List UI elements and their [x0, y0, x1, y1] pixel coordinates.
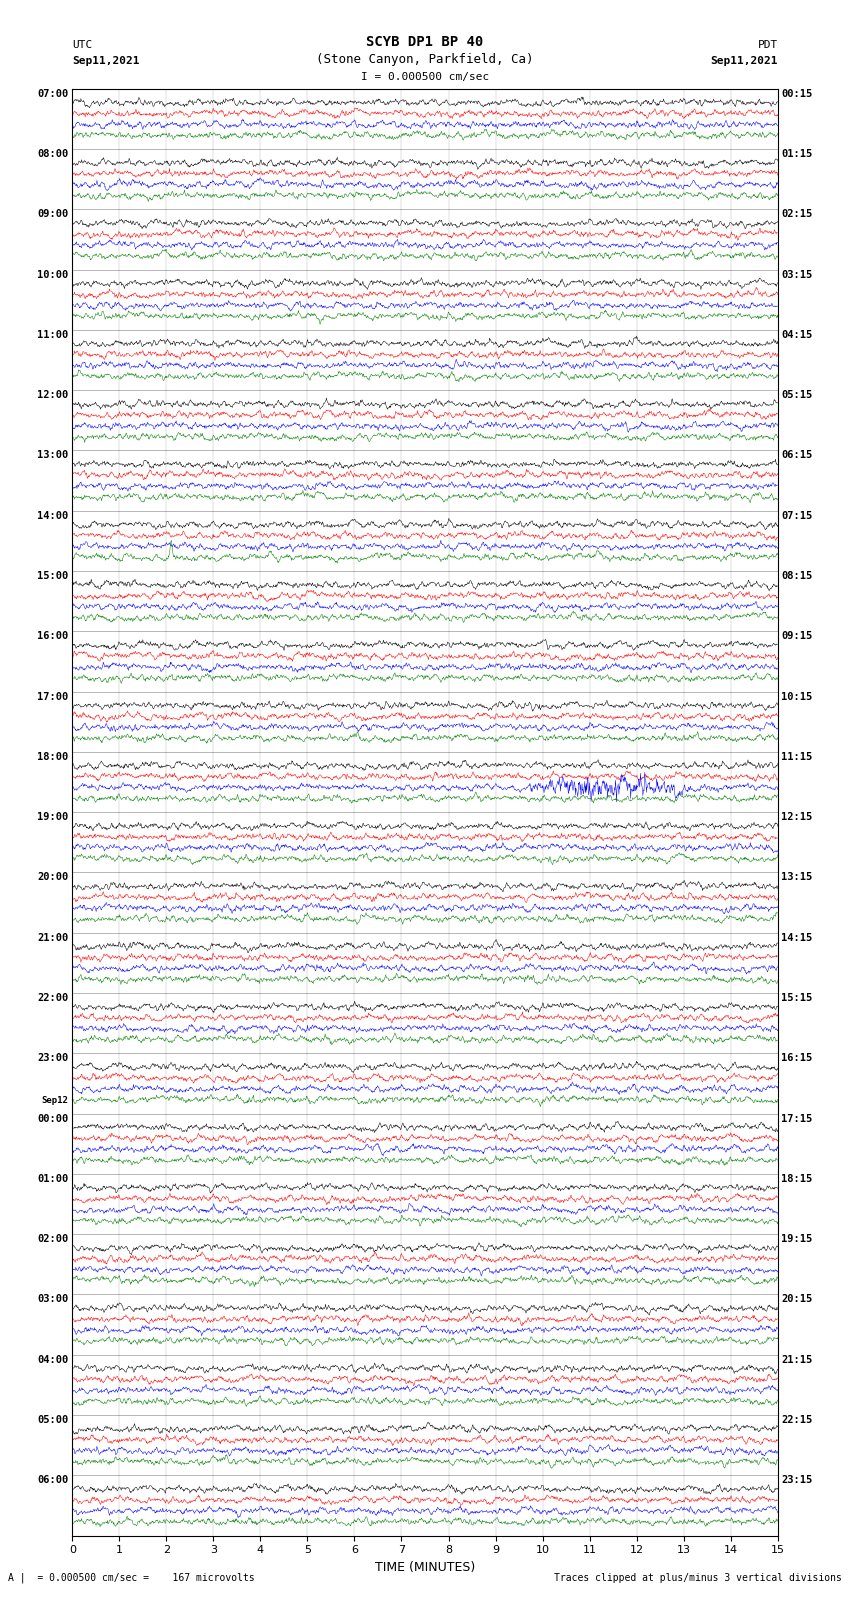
Text: 19:15: 19:15: [781, 1234, 813, 1244]
Text: I = 0.000500 cm/sec: I = 0.000500 cm/sec: [361, 73, 489, 82]
Text: 03:00: 03:00: [37, 1294, 69, 1305]
Text: 16:00: 16:00: [37, 631, 69, 642]
Text: 00:00: 00:00: [37, 1113, 69, 1124]
Text: 19:00: 19:00: [37, 813, 69, 823]
Text: 03:15: 03:15: [781, 269, 813, 279]
Text: 01:00: 01:00: [37, 1174, 69, 1184]
X-axis label: TIME (MINUTES): TIME (MINUTES): [375, 1561, 475, 1574]
Text: 06:00: 06:00: [37, 1476, 69, 1486]
Text: 14:15: 14:15: [781, 932, 813, 942]
Text: 09:15: 09:15: [781, 631, 813, 642]
Text: 02:00: 02:00: [37, 1234, 69, 1244]
Text: 22:00: 22:00: [37, 994, 69, 1003]
Text: 13:00: 13:00: [37, 450, 69, 460]
Text: 05:15: 05:15: [781, 390, 813, 400]
Text: 17:15: 17:15: [781, 1113, 813, 1124]
Text: 07:15: 07:15: [781, 511, 813, 521]
Text: PDT: PDT: [757, 40, 778, 50]
Text: 23:00: 23:00: [37, 1053, 69, 1063]
Text: Traces clipped at plus/minus 3 vertical divisions: Traces clipped at plus/minus 3 vertical …: [553, 1573, 842, 1582]
Text: Sep11,2021: Sep11,2021: [72, 56, 139, 66]
Text: SCYB DP1 BP 40: SCYB DP1 BP 40: [366, 35, 484, 48]
Text: 13:15: 13:15: [781, 873, 813, 882]
Text: 02:15: 02:15: [781, 210, 813, 219]
Text: 11:15: 11:15: [781, 752, 813, 761]
Text: 00:15: 00:15: [781, 89, 813, 98]
Text: A |  = 0.000500 cm/sec =    167 microvolts: A | = 0.000500 cm/sec = 167 microvolts: [8, 1573, 255, 1582]
Text: 20:15: 20:15: [781, 1294, 813, 1305]
Text: 18:15: 18:15: [781, 1174, 813, 1184]
Text: 21:15: 21:15: [781, 1355, 813, 1365]
Text: 23:15: 23:15: [781, 1476, 813, 1486]
Text: 14:00: 14:00: [37, 511, 69, 521]
Text: 09:00: 09:00: [37, 210, 69, 219]
Text: 08:15: 08:15: [781, 571, 813, 581]
Text: 12:00: 12:00: [37, 390, 69, 400]
Text: (Stone Canyon, Parkfield, Ca): (Stone Canyon, Parkfield, Ca): [316, 53, 534, 66]
Text: 04:00: 04:00: [37, 1355, 69, 1365]
Text: 04:15: 04:15: [781, 331, 813, 340]
Text: 07:00: 07:00: [37, 89, 69, 98]
Text: 06:15: 06:15: [781, 450, 813, 460]
Text: UTC: UTC: [72, 40, 93, 50]
Text: 21:00: 21:00: [37, 932, 69, 942]
Text: 12:15: 12:15: [781, 813, 813, 823]
Text: Sep11,2021: Sep11,2021: [711, 56, 778, 66]
Text: 01:15: 01:15: [781, 148, 813, 160]
Text: 18:00: 18:00: [37, 752, 69, 761]
Text: 11:00: 11:00: [37, 331, 69, 340]
Text: Sep12: Sep12: [42, 1095, 69, 1105]
Text: 10:00: 10:00: [37, 269, 69, 279]
Text: 10:15: 10:15: [781, 692, 813, 702]
Text: 15:15: 15:15: [781, 994, 813, 1003]
Text: 20:00: 20:00: [37, 873, 69, 882]
Text: 16:15: 16:15: [781, 1053, 813, 1063]
Text: 15:00: 15:00: [37, 571, 69, 581]
Text: 05:00: 05:00: [37, 1415, 69, 1424]
Text: 22:15: 22:15: [781, 1415, 813, 1424]
Text: 08:00: 08:00: [37, 148, 69, 160]
Text: 17:00: 17:00: [37, 692, 69, 702]
